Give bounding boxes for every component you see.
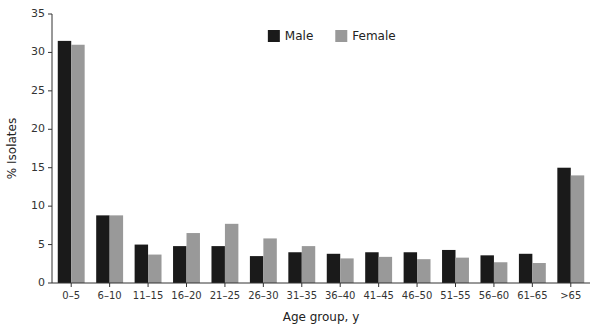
legend: Male Female	[268, 29, 396, 43]
bar	[417, 259, 430, 283]
x-tick	[378, 283, 379, 287]
y-axis-label: % Isolates	[5, 118, 19, 179]
bar	[302, 246, 315, 283]
x-tick	[186, 283, 187, 287]
bar	[519, 254, 532, 283]
bar	[110, 215, 123, 283]
bar	[211, 246, 224, 283]
x-tick-label: 6–10	[98, 290, 122, 301]
x-tick	[570, 283, 571, 287]
chart-container: 0 5 10 15 20 25 30 35 0–5 6–10 11–15 16–20 21–25 26–3…	[0, 0, 600, 329]
x-axis-line	[52, 283, 590, 284]
x-tick-label: 26–30	[248, 290, 278, 301]
x-axis-label: Age group, y	[283, 310, 360, 324]
x-tick-label: 11–15	[133, 290, 163, 301]
bar	[58, 41, 71, 283]
x-tick	[148, 283, 149, 287]
y-tick	[48, 206, 52, 207]
bar	[480, 255, 493, 283]
x-tick	[263, 283, 264, 287]
bar	[71, 45, 84, 283]
bar	[96, 215, 109, 283]
bar	[173, 246, 186, 283]
y-tick-label: 0	[38, 276, 45, 289]
x-tick-label: 0–5	[62, 290, 80, 301]
bar	[263, 238, 276, 283]
x-tick-label: 61–65	[517, 290, 547, 301]
bar	[365, 252, 378, 283]
x-tick	[417, 283, 418, 287]
bar	[442, 250, 455, 283]
y-tick-label: 30	[31, 45, 45, 58]
y-tick-label: 5	[38, 238, 45, 251]
legend-item: Female	[335, 29, 395, 43]
bar	[532, 263, 545, 283]
y-tick-label: 20	[31, 122, 45, 135]
bar	[327, 254, 340, 283]
y-tick-label: 15	[31, 161, 45, 174]
y-tick-label: 25	[31, 84, 45, 97]
y-tick	[48, 14, 52, 15]
y-axis-line	[52, 14, 53, 283]
bar	[379, 257, 392, 283]
bar	[250, 256, 263, 283]
x-tick	[455, 283, 456, 287]
bar	[557, 168, 570, 283]
bar	[404, 252, 417, 283]
bar	[148, 255, 161, 283]
bar	[571, 175, 584, 283]
legend-label: Male	[285, 29, 313, 43]
x-tick	[71, 283, 72, 287]
x-tick-label: 56–60	[479, 290, 509, 301]
x-tick-label: 41–45	[363, 290, 393, 301]
x-tick	[493, 283, 494, 287]
bar	[494, 262, 507, 283]
bar	[187, 233, 200, 283]
x-tick	[224, 283, 225, 287]
bar	[135, 245, 148, 283]
bar	[340, 258, 353, 283]
x-tick-label: 36–40	[325, 290, 355, 301]
y-tick	[48, 244, 52, 245]
bar	[225, 224, 238, 283]
x-tick-label: 16–20	[171, 290, 201, 301]
legend-item: Male	[268, 29, 313, 43]
y-tick	[48, 283, 52, 284]
x-tick-label: 46–50	[402, 290, 432, 301]
x-tick	[109, 283, 110, 287]
y-tick	[48, 52, 52, 53]
legend-swatch	[268, 30, 280, 42]
y-tick	[48, 90, 52, 91]
x-tick-label: >65	[560, 290, 581, 301]
x-tick	[301, 283, 302, 287]
y-tick	[48, 129, 52, 130]
y-tick	[48, 167, 52, 168]
y-tick-label: 10	[31, 199, 45, 212]
legend-label: Female	[352, 29, 395, 43]
legend-swatch	[335, 30, 347, 42]
x-tick-label: 31–35	[287, 290, 317, 301]
x-tick	[532, 283, 533, 287]
x-tick-label: 21–25	[210, 290, 240, 301]
y-tick-label: 35	[31, 7, 45, 20]
bar	[288, 252, 301, 283]
chart-svg: 0 5 10 15 20 25 30 35 0–5 6–10 11–15 16–20 21–25 26–3…	[0, 0, 600, 329]
x-tick	[340, 283, 341, 287]
bar	[456, 258, 469, 283]
bars	[58, 41, 584, 283]
x-tick-label: 51–55	[440, 290, 470, 301]
